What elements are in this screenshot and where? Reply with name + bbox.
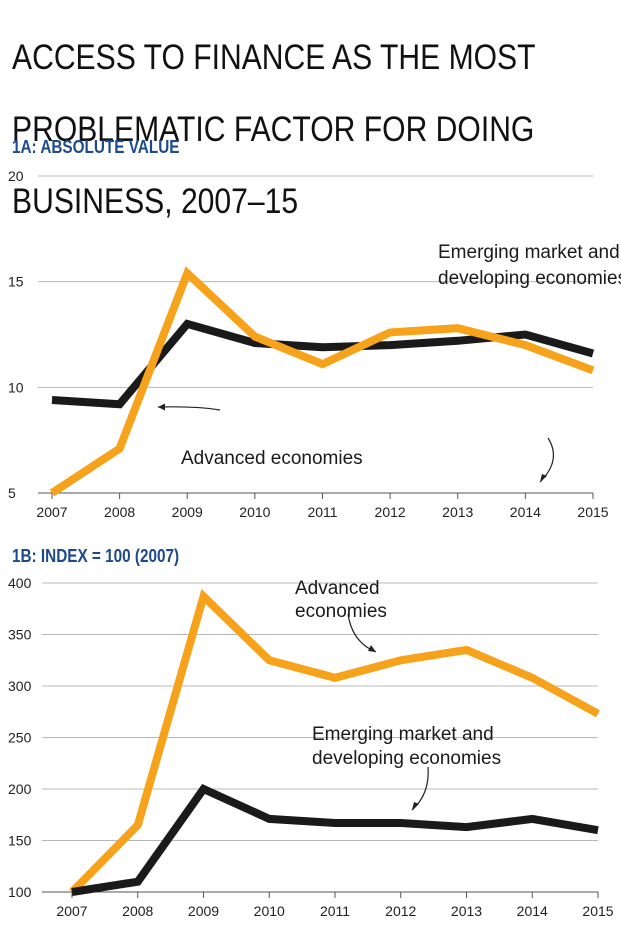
title-line-1: ACCESS TO FINANCE AS THE MOST bbox=[12, 38, 536, 77]
annotation-arrowhead-1a-advanced bbox=[158, 403, 165, 411]
y-tick-label-1b-100: 100 bbox=[8, 884, 32, 900]
series-line-1a-advanced bbox=[49, 266, 595, 497]
y-tick-label-1a-15: 15 bbox=[8, 274, 24, 290]
x-tick-label-1b-2015: 2015 bbox=[582, 903, 613, 919]
x-tick-label-1b-2014: 2014 bbox=[517, 903, 548, 919]
y-tick-label-1a-20: 20 bbox=[8, 168, 24, 184]
chart-1a-title: 1A: ABSOLUTE VALUE bbox=[12, 137, 180, 157]
x-tick-label-1b-2009: 2009 bbox=[188, 903, 219, 919]
x-tick-label-1a-2013: 2013 bbox=[442, 504, 473, 520]
x-tick-label-1b-2012: 2012 bbox=[385, 903, 416, 919]
title-line-3: BUSINESS, 2007–15 bbox=[12, 182, 299, 221]
y-tick-label-1b-150: 150 bbox=[8, 833, 32, 849]
x-tick-label-1a-2012: 2012 bbox=[375, 504, 406, 520]
x-tick-label-1a-2010: 2010 bbox=[239, 504, 270, 520]
page-title: ACCESS TO FINANCE AS THE MOST PROBLEMATI… bbox=[12, 4, 536, 256]
x-tick-label-1b-2013: 2013 bbox=[451, 903, 482, 919]
annotation-1b-advanced: Advanced economies bbox=[295, 578, 387, 622]
y-tick-label-1a-5: 5 bbox=[8, 485, 16, 501]
annotation-1a-emerging: Emerging market and developing economies bbox=[438, 242, 621, 289]
y-tick-label-1b-350: 350 bbox=[8, 627, 32, 643]
annotation-arrowhead-1a-emerging bbox=[540, 474, 547, 482]
y-tick-label-1a-10: 10 bbox=[8, 379, 24, 395]
chart-1a-absolute-value: 5 10 15 20 2007 2008 2009 2010 2011 2012 2013 2014 2… bbox=[8, 168, 621, 520]
annotation-arrow-1a-advanced bbox=[157, 406, 221, 411]
chart-1b-title: 1B: INDEX = 100 (2007) bbox=[12, 546, 180, 566]
y-tick-label-1b-200: 200 bbox=[8, 781, 32, 797]
annotation-arrowhead-1b-emerging bbox=[412, 802, 419, 810]
title-line-2: PROBLEMATIC FACTOR FOR DOING bbox=[12, 110, 535, 149]
x-tick-label-1a-2015: 2015 bbox=[577, 504, 608, 520]
y-tick-label-1b-250: 250 bbox=[8, 730, 32, 746]
series-line-1b-advanced bbox=[69, 588, 600, 895]
x-tick-label-1b-2010: 2010 bbox=[254, 903, 285, 919]
annotation-1a-advanced: Advanced economies bbox=[181, 448, 363, 469]
x-tick-label-1a-2011: 2011 bbox=[307, 504, 337, 520]
x-tick-label-1b-2007: 2007 bbox=[56, 903, 87, 919]
x-tick-label-1b-2008: 2008 bbox=[122, 903, 153, 919]
series-line-1b-emerging bbox=[71, 783, 599, 896]
x-tick-label-1b-2011: 2011 bbox=[320, 903, 350, 919]
chart-1b-index: 100 150 200 250 300 350 400 2007 2008 2009 2010 201… bbox=[8, 575, 614, 919]
x-tick-label-1a-2009: 2009 bbox=[172, 504, 203, 520]
annotation-arrowhead-1b-advanced bbox=[368, 645, 376, 652]
y-tick-label-1b-400: 400 bbox=[8, 575, 32, 591]
x-tick-label-1a-2014: 2014 bbox=[510, 504, 541, 520]
x-tick-label-1a-2008: 2008 bbox=[104, 504, 135, 520]
x-tick-label-1a-2007: 2007 bbox=[36, 504, 67, 520]
annotation-1b-emerging: Emerging market and developing economies bbox=[312, 724, 501, 769]
y-tick-label-1b-300: 300 bbox=[8, 678, 32, 694]
